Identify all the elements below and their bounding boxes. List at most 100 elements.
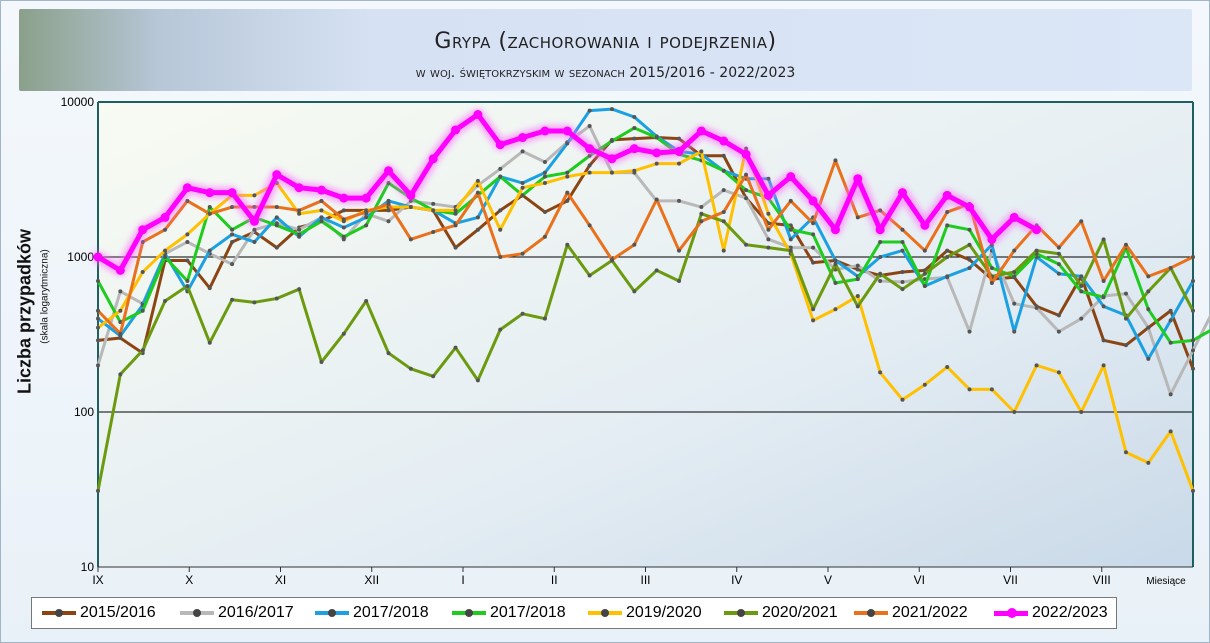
data-point [808, 196, 818, 206]
data-point [721, 210, 726, 215]
data-point [115, 265, 125, 275]
data-point [811, 260, 816, 265]
data-point [297, 287, 302, 292]
data-point [967, 242, 972, 247]
y-tick-label: 10 [81, 560, 95, 574]
legend-swatch [994, 607, 1028, 618]
data-point [674, 146, 684, 156]
data-point [182, 183, 192, 193]
data-point [341, 217, 346, 222]
data-point [364, 215, 369, 220]
data-point [361, 193, 371, 203]
data-point [542, 316, 547, 321]
data-point [341, 234, 346, 239]
data-point [922, 248, 927, 253]
data-point [967, 329, 972, 334]
data-point [475, 215, 480, 220]
data-point [945, 365, 950, 370]
x-tick-label: V [824, 573, 832, 587]
legend-marker [867, 609, 875, 617]
data-point [431, 229, 436, 234]
data-point [1101, 363, 1106, 368]
legend-swatch [315, 609, 349, 617]
data-point [632, 168, 637, 173]
plot-area [98, 102, 1193, 567]
data-point [719, 136, 729, 146]
data-point [297, 232, 302, 237]
data-point [1079, 219, 1084, 224]
data-point [520, 149, 525, 154]
data-point [811, 245, 816, 250]
data-point [833, 307, 838, 312]
data-point [654, 197, 659, 202]
data-point [453, 245, 458, 250]
data-point [498, 327, 503, 332]
data-point [677, 248, 682, 253]
data-point [766, 227, 771, 232]
data-point [319, 198, 324, 203]
data-point [565, 198, 570, 203]
data-point [565, 174, 570, 179]
data-point [498, 166, 503, 171]
data-point [408, 237, 413, 242]
data-point [878, 255, 883, 259]
data-point [1056, 370, 1061, 375]
data-point [473, 110, 483, 120]
legend-marker [601, 609, 609, 617]
data-point [967, 265, 972, 270]
data-point [833, 158, 838, 163]
series-line [96, 212, 1195, 492]
data-point [140, 270, 145, 275]
data-point [565, 190, 570, 195]
data-point [900, 248, 905, 253]
data-point [118, 320, 123, 325]
data-point [138, 225, 148, 235]
data-point [408, 205, 413, 210]
data-point [1056, 313, 1061, 318]
x-tick-label: VI [914, 573, 925, 587]
data-point [230, 239, 235, 244]
data-point [520, 311, 525, 316]
data-point [475, 190, 480, 195]
data-point [185, 258, 190, 263]
data-point [987, 234, 997, 244]
data-point [384, 166, 394, 176]
data-point [185, 283, 190, 288]
data-point [185, 198, 190, 203]
legend: 2015/2016 2016/2017 2017/2018 2017/2018 2019… [31, 597, 1117, 629]
data-point [922, 271, 927, 276]
data-point [945, 248, 950, 253]
data-point [1012, 329, 1017, 334]
data-point [498, 255, 503, 259]
data-point [386, 198, 391, 203]
data-point [252, 227, 257, 232]
data-point [1056, 329, 1061, 334]
data-point [428, 154, 438, 164]
data-point [453, 208, 458, 213]
data-point [989, 265, 994, 270]
legend-label: 2015/2016 [80, 604, 156, 621]
data-point [788, 248, 793, 253]
data-point [922, 283, 927, 288]
data-point [677, 136, 682, 141]
data-point [562, 126, 572, 136]
x-tick-label: VII [1003, 573, 1018, 587]
data-point [542, 234, 547, 239]
x-axis-label: Miesiące [1146, 576, 1186, 587]
data-point [498, 174, 503, 179]
data-point [319, 215, 324, 220]
x-tick-label: XII [364, 573, 379, 587]
data-point [520, 185, 525, 190]
legend-label: 2017/2018 [490, 604, 566, 621]
data-point [252, 300, 257, 305]
data-point [721, 168, 726, 173]
data-point [1056, 271, 1061, 276]
data-point [339, 193, 349, 203]
data-point [721, 188, 726, 193]
data-point [1101, 338, 1106, 343]
data-point [1123, 291, 1128, 296]
data-point [453, 345, 458, 350]
data-point [632, 289, 637, 294]
data-point [386, 181, 391, 186]
data-point [274, 245, 279, 250]
